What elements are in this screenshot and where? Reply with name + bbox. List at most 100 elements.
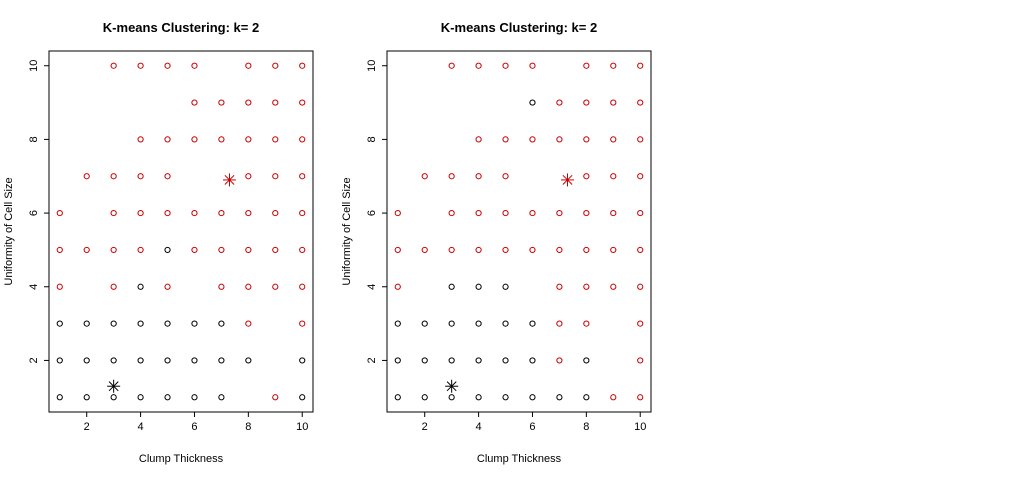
data-point-cluster-1 — [218, 357, 225, 364]
data-point-cluster-1 — [110, 320, 117, 327]
x-tick-label: 8 — [245, 421, 251, 433]
data-point-cluster-2 — [299, 246, 306, 254]
data-point-cluster-2 — [299, 320, 306, 327]
data-point-cluster-2 — [245, 99, 252, 106]
data-point-cluster-2 — [110, 62, 117, 69]
data-point-cluster-2 — [56, 283, 63, 290]
plot-frame — [386, 50, 652, 413]
y-tick-label: 2 — [366, 357, 378, 363]
data-point-cluster-2 — [637, 209, 644, 217]
data-point-cluster-2 — [137, 246, 144, 254]
data-point-cluster-2 — [475, 173, 482, 180]
data-point-cluster-2 — [421, 173, 428, 180]
data-point-cluster-1 — [529, 99, 536, 106]
data-point-cluster-1 — [245, 357, 252, 364]
chart-panel-right: K-means Clustering: k= 2 Clump Thickness… — [341, 20, 652, 465]
data-point-cluster-2 — [137, 209, 144, 217]
data-point-cluster-2 — [637, 357, 644, 364]
data-point-cluster-1 — [164, 394, 171, 401]
data-point-cluster-2 — [299, 136, 306, 143]
data-point-cluster-2 — [556, 99, 563, 106]
data-point-cluster-2 — [110, 173, 117, 180]
data-point-cluster-2 — [164, 136, 171, 143]
data-point-cluster-1 — [475, 283, 482, 290]
data-point-cluster-2 — [245, 173, 252, 180]
data-point-cluster-1 — [394, 394, 401, 401]
data-point-cluster-1 — [110, 394, 117, 401]
data-point-cluster-2 — [245, 136, 252, 143]
data-point-cluster-2 — [583, 246, 590, 254]
data-point-cluster-1 — [583, 394, 590, 401]
data-point-cluster-2 — [448, 246, 455, 254]
cluster-center-2 — [222, 173, 236, 187]
x-tick-label: 6 — [191, 421, 197, 433]
data-point-cluster-2 — [191, 246, 198, 254]
data-point-cluster-2 — [583, 320, 590, 327]
data-point-cluster-1 — [556, 394, 563, 401]
data-point-cluster-1 — [583, 357, 590, 364]
data-point-cluster-1 — [448, 394, 455, 401]
data-point-cluster-2 — [394, 209, 401, 217]
x-tick-label: 4 — [476, 421, 482, 433]
data-point-cluster-2 — [110, 283, 117, 290]
y-tick-label: 10 — [366, 60, 378, 72]
data-point-cluster-2 — [583, 283, 590, 290]
data-point-cluster-2 — [56, 246, 63, 254]
data-point-cluster-2 — [272, 283, 279, 290]
data-point-cluster-2 — [610, 136, 617, 143]
data-point-cluster-2 — [583, 99, 590, 106]
axis-ticks: 2 4 6 8 10 2 4 6 8 10 — [366, 60, 646, 433]
data-point-cluster-1 — [299, 394, 306, 401]
chart-title: K-means Clustering: k= 2 — [441, 20, 597, 35]
data-point-cluster-2 — [502, 136, 509, 143]
data-point-cluster-2 — [191, 209, 198, 217]
data-point-cluster-2 — [529, 209, 536, 217]
data-point-cluster-2 — [272, 173, 279, 180]
data-point-cluster-2 — [637, 283, 644, 290]
data-point-cluster-2 — [529, 136, 536, 143]
data-point-cluster-2 — [218, 283, 225, 290]
data-point-cluster-2 — [529, 246, 536, 254]
data-point-cluster-2 — [475, 136, 482, 143]
data-point-cluster-2 — [299, 209, 306, 217]
x-tick-label: 10 — [634, 421, 646, 433]
data-point-cluster-1 — [475, 394, 482, 401]
data-point-cluster-1 — [164, 357, 171, 364]
cluster-centers — [107, 173, 236, 393]
data-point-cluster-1 — [83, 357, 90, 364]
data-point-cluster-2 — [299, 283, 306, 290]
data-point-cluster-1 — [475, 357, 482, 364]
x-tick-label: 10 — [296, 421, 308, 433]
data-point-cluster-1 — [218, 394, 225, 401]
data-point-cluster-2 — [610, 173, 617, 180]
data-point-cluster-2 — [475, 62, 482, 69]
data-point-cluster-2 — [556, 320, 563, 327]
data-point-cluster-2 — [448, 62, 455, 69]
data-point-cluster-2 — [272, 246, 279, 254]
data-point-cluster-1 — [191, 357, 198, 364]
data-point-cluster-2 — [245, 320, 252, 327]
data-point-cluster-2 — [164, 283, 171, 290]
data-point-cluster-2 — [637, 320, 644, 327]
data-point-cluster-2 — [272, 136, 279, 143]
data-point-cluster-1 — [137, 357, 144, 364]
data-point-cluster-2 — [56, 209, 63, 217]
data-point-cluster-2 — [83, 246, 90, 254]
data-point-cluster-1 — [448, 320, 455, 327]
data-point-cluster-2 — [475, 246, 482, 254]
data-points — [394, 62, 644, 401]
data-point-cluster-2 — [448, 209, 455, 217]
data-point-cluster-2 — [610, 394, 617, 401]
data-point-cluster-2 — [556, 136, 563, 143]
data-point-cluster-2 — [421, 246, 428, 254]
data-point-cluster-2 — [83, 173, 90, 180]
data-points — [56, 62, 306, 401]
data-point-cluster-1 — [137, 283, 144, 290]
data-point-cluster-2 — [218, 99, 225, 106]
data-point-cluster-2 — [583, 62, 590, 69]
data-point-cluster-2 — [164, 173, 171, 180]
data-point-cluster-1 — [83, 320, 90, 327]
y-axis-label: Uniformity of Cell Size — [341, 177, 353, 285]
chart-panel-left: K-means Clustering: k= 2 Clump Thickness… — [3, 20, 314, 465]
data-point-cluster-1 — [164, 320, 171, 327]
